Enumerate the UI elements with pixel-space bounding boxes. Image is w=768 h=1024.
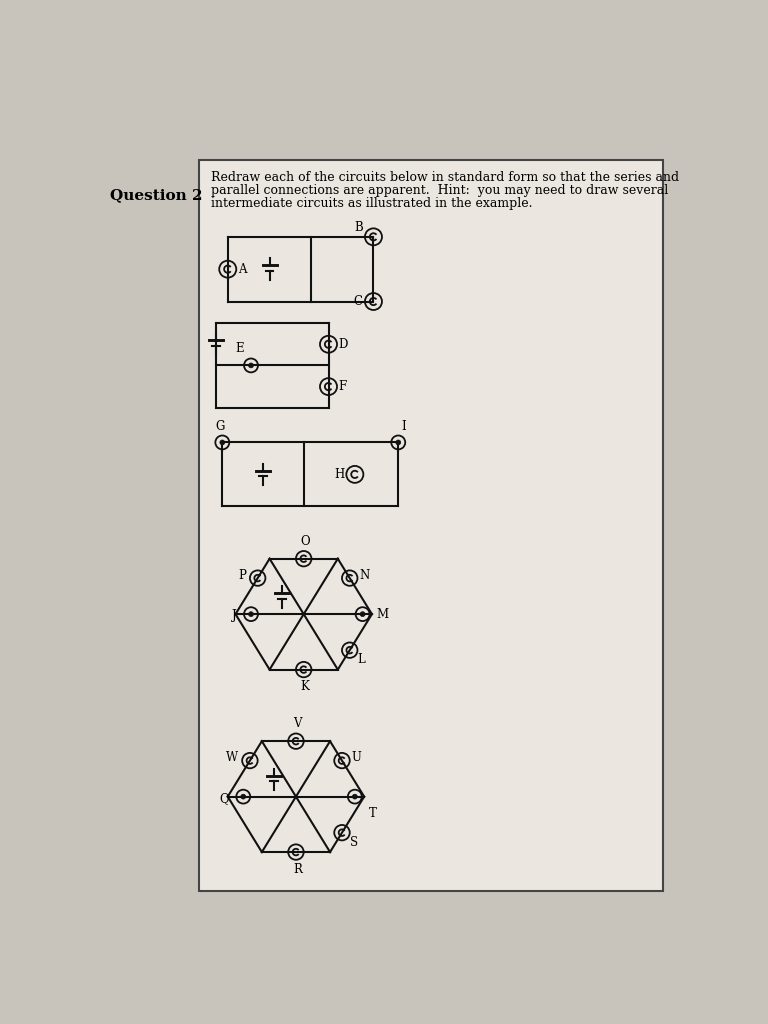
Text: S: S [349, 836, 358, 849]
Text: Q: Q [220, 792, 230, 805]
Text: O: O [300, 535, 310, 548]
Bar [199, 160, 663, 891]
Circle shape [396, 440, 401, 444]
Circle shape [220, 440, 225, 444]
Text: N: N [359, 568, 369, 582]
Text: E: E [235, 342, 243, 355]
Text: Question 2: Question 2 [110, 188, 203, 203]
Text: intermediate circuits as illustrated in the example.: intermediate circuits as illustrated in … [210, 197, 532, 210]
Text: W: W [226, 751, 238, 764]
Text: C: C [353, 295, 362, 308]
Text: L: L [357, 653, 366, 667]
Text: V: V [293, 718, 302, 730]
Circle shape [360, 611, 365, 616]
Text: M: M [376, 607, 389, 621]
Text: G: G [215, 420, 225, 433]
Text: J: J [232, 609, 237, 623]
Text: H: H [335, 468, 345, 481]
Circle shape [241, 795, 246, 799]
Text: P: P [238, 568, 246, 582]
Text: A: A [238, 263, 247, 275]
Circle shape [353, 795, 357, 799]
Text: parallel connections are apparent.  Hint:  you may need to draw several: parallel connections are apparent. Hint:… [210, 183, 668, 197]
Circle shape [249, 362, 253, 368]
Text: I: I [402, 420, 406, 433]
Text: B: B [354, 221, 362, 233]
Text: F: F [339, 380, 347, 393]
Text: Redraw each of the circuits below in standard form so that the series and: Redraw each of the circuits below in sta… [210, 171, 679, 183]
Text: T: T [369, 807, 376, 820]
Text: K: K [301, 680, 310, 693]
Text: U: U [351, 751, 361, 764]
Text: D: D [339, 338, 348, 351]
Text: R: R [293, 863, 302, 876]
Circle shape [249, 611, 253, 616]
